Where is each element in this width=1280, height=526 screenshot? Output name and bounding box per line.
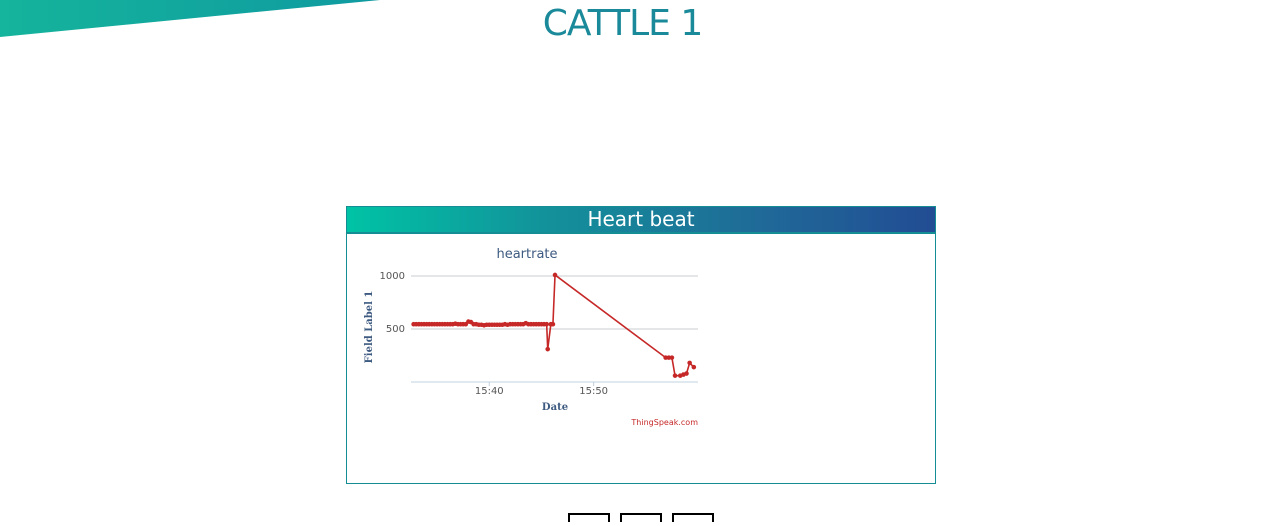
x-tick-label-0: 15:40 xyxy=(475,386,504,397)
card-header: Heart beat xyxy=(347,207,935,234)
heart-beat-card: Heart beat heartrate 500 1000 15:40 15:50 Dat… xyxy=(346,206,936,484)
y-tick-label-1000: 1000 xyxy=(380,271,405,282)
chart-title: heartrate xyxy=(496,247,557,262)
y-axis-label: Field Label 1 xyxy=(364,291,375,364)
data-point-0-64 xyxy=(691,364,697,370)
data-point-0-63 xyxy=(687,360,692,366)
footer-button-1[interactable] xyxy=(568,513,610,522)
footer-button-2[interactable] xyxy=(620,513,662,522)
data-point-0-55 xyxy=(552,272,558,278)
heartrate-chart: heartrate 500 1000 15:40 15:50 Date Field Labe… xyxy=(364,247,698,427)
corner-decoration xyxy=(0,0,380,37)
data-point-0-54 xyxy=(550,321,556,327)
data-point-0-52 xyxy=(545,346,551,352)
x-axis-label: Date xyxy=(542,402,568,413)
thingspeak-credit: ThingSpeak.com xyxy=(630,418,698,427)
data-point-0-62 xyxy=(684,371,689,376)
data-point-0-51 xyxy=(544,321,549,327)
data-point-0-58 xyxy=(669,355,675,360)
footer-button-3[interactable] xyxy=(672,513,714,522)
x-tick-label-1: 15:50 xyxy=(579,386,608,397)
y-tick-label-500: 500 xyxy=(386,324,405,335)
page-title: CATTLE 1 xyxy=(542,3,703,44)
data-point-0-59 xyxy=(672,373,678,378)
